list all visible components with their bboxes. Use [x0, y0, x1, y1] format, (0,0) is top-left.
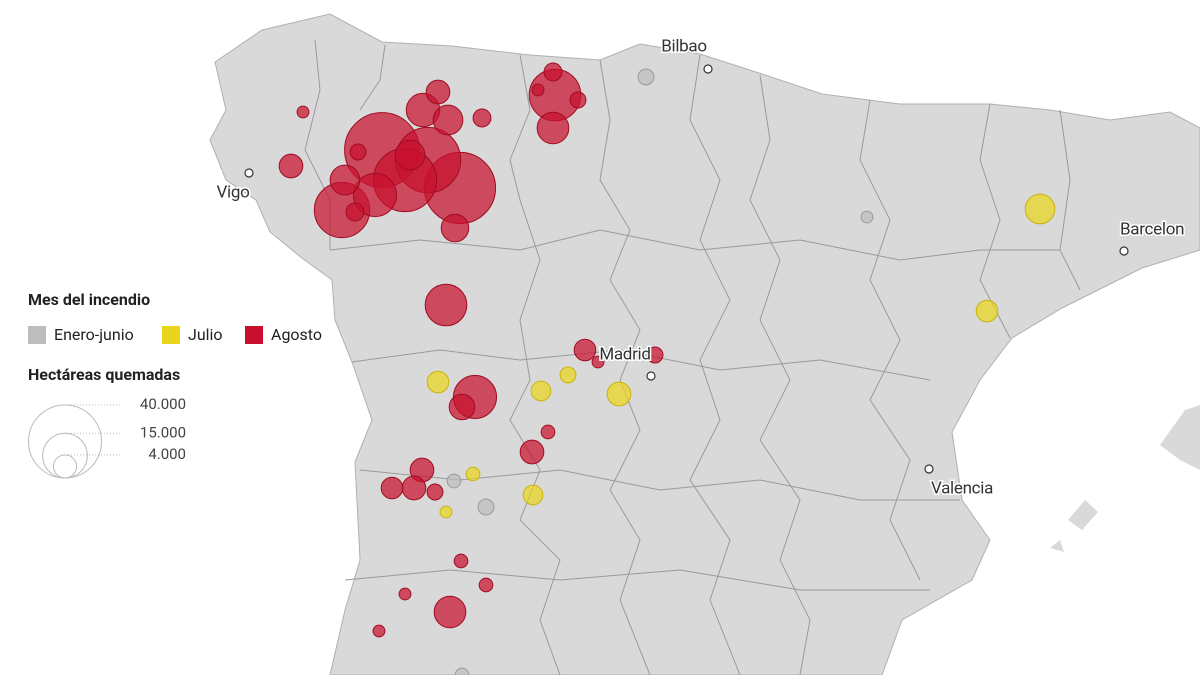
- size-circle: [42, 432, 88, 479]
- city-label: Bilbao: [661, 36, 707, 56]
- size-circle: [52, 454, 78, 479]
- fire-bubble: [591, 355, 605, 369]
- size-label: 15.000: [140, 423, 186, 441]
- fire-bubble: [543, 62, 563, 82]
- fire-bubble: [448, 393, 476, 421]
- fire-bubble: [398, 587, 412, 601]
- city-label: Vigo: [217, 182, 250, 202]
- fire-bubble: [1024, 193, 1056, 225]
- fire-bubble: [401, 475, 427, 501]
- fire-bubble: [569, 91, 587, 109]
- legend: Mes del incendio Hectáreas quemadas Ener…: [28, 290, 322, 479]
- city-label: Barcelon: [1120, 219, 1184, 239]
- fire-bubble: [465, 466, 481, 482]
- fire-bubble: [352, 172, 398, 218]
- fires: [278, 62, 1056, 675]
- fire-bubble: [478, 577, 494, 593]
- legend-label: Julio: [188, 325, 223, 344]
- fire-bubble: [606, 381, 632, 407]
- land: [209, 13, 1200, 675]
- fire-bubble: [425, 79, 451, 105]
- fire-bubble: [472, 108, 492, 128]
- fire-bubble: [424, 283, 468, 327]
- fire-bubble: [637, 68, 655, 86]
- fire-bubble: [278, 153, 304, 179]
- size-circle: [28, 404, 102, 479]
- city-dot: [646, 371, 656, 381]
- fire-bubble: [522, 484, 544, 506]
- fire-bubble: [380, 476, 404, 500]
- fire-bubble: [296, 105, 310, 119]
- fire-bubble: [426, 483, 444, 501]
- size-title: Hectáreas quemadas: [28, 365, 180, 384]
- fire-bubble: [975, 299, 999, 323]
- legend-swatch: [28, 326, 46, 344]
- city-label: Madrid: [599, 344, 650, 364]
- fire-bubble: [446, 473, 462, 489]
- fire-bubble: [394, 139, 426, 171]
- city-dot: [244, 168, 254, 178]
- fire-bubble: [860, 210, 874, 224]
- legend-title: Mes del incendio: [28, 290, 150, 309]
- fire-bubble: [453, 553, 469, 569]
- city-dot: [1119, 246, 1129, 256]
- legend-label: Enero-junio: [54, 325, 134, 344]
- legend-swatch: [245, 326, 263, 344]
- cities: Bilbao Vigo Barcelon Madrid Valencia: [215, 35, 1186, 500]
- fire-bubble: [531, 83, 545, 97]
- legend-swatch: [162, 326, 180, 344]
- fire-bubble: [536, 111, 570, 145]
- fire-bubble: [530, 380, 552, 402]
- fire-bubble: [432, 104, 464, 136]
- fire-bubble: [573, 338, 597, 362]
- fire-bubble: [349, 143, 367, 161]
- legend-label: Agosto: [271, 325, 322, 344]
- fire-bubble: [433, 595, 467, 629]
- fire-bubble: [519, 439, 545, 465]
- fire-bubble: [559, 366, 577, 384]
- fire-bubble: [540, 424, 556, 440]
- fire-bubble: [372, 624, 386, 638]
- fire-bubble: [646, 346, 664, 364]
- city-label: Valencia: [931, 478, 993, 498]
- city-dot: [703, 64, 713, 74]
- city-dot: [924, 464, 934, 474]
- island: [1050, 405, 1200, 552]
- size-label: 40.000: [140, 395, 186, 413]
- fire-bubble: [426, 370, 450, 394]
- fire-bubble: [440, 213, 470, 243]
- fire-bubble: [329, 164, 361, 196]
- size-label: 4.000: [148, 445, 186, 463]
- fire-bubble: [439, 505, 453, 519]
- fire-bubble: [345, 202, 365, 222]
- fire-bubble: [477, 498, 495, 516]
